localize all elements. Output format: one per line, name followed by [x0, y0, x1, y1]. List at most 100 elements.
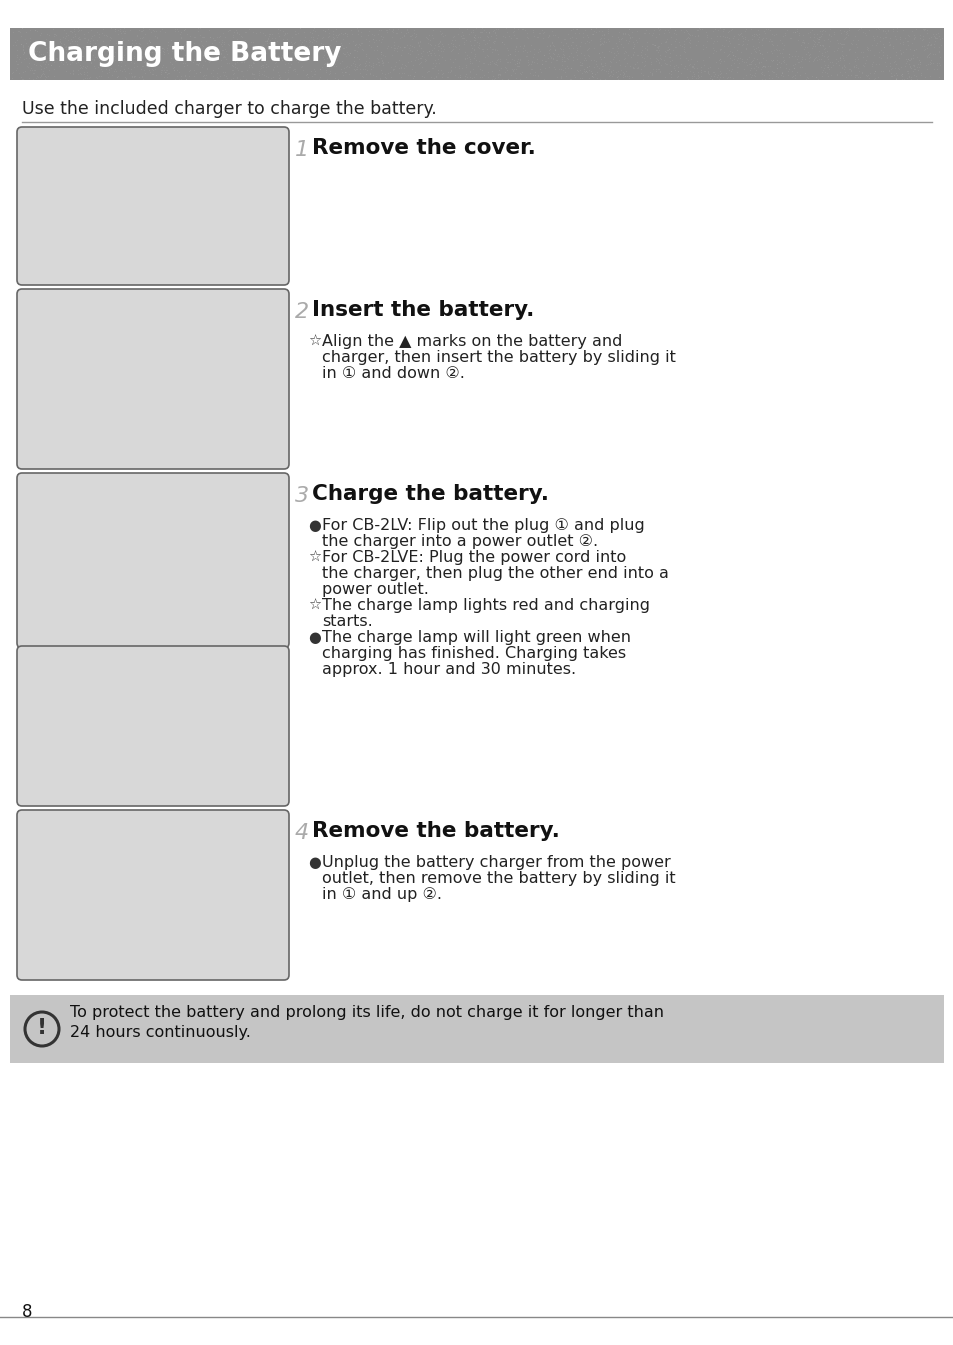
- Point: [43, 54, 58, 75]
- Point: [556, 44, 571, 66]
- Point: [270, 46, 285, 67]
- Point: [841, 39, 856, 61]
- Point: [75, 46, 91, 67]
- Point: [207, 46, 222, 67]
- Point: [71, 46, 87, 67]
- Point: [800, 22, 815, 43]
- Point: [820, 28, 835, 50]
- Point: [342, 42, 357, 63]
- Point: [466, 39, 481, 61]
- Point: [578, 30, 594, 51]
- Point: [684, 62, 700, 83]
- Point: [155, 43, 171, 65]
- Point: [273, 66, 288, 87]
- Point: [205, 66, 220, 87]
- Point: [202, 51, 217, 73]
- Point: [237, 31, 253, 52]
- Point: [385, 59, 400, 81]
- Point: [173, 69, 189, 90]
- Point: [427, 34, 442, 55]
- Point: [241, 56, 256, 78]
- Point: [353, 34, 368, 55]
- Point: [560, 48, 576, 70]
- Point: [259, 36, 274, 58]
- Point: [78, 58, 93, 79]
- Point: [544, 35, 559, 56]
- Point: [311, 69, 326, 90]
- Point: [248, 48, 263, 70]
- Point: [862, 40, 877, 62]
- Point: [47, 38, 62, 59]
- Point: [318, 40, 334, 62]
- Point: [230, 56, 245, 78]
- Point: [476, 51, 491, 73]
- Point: [679, 19, 694, 40]
- Point: [286, 59, 301, 81]
- Point: [565, 65, 580, 86]
- Point: [50, 47, 65, 69]
- Point: [48, 24, 63, 46]
- Point: [741, 52, 757, 74]
- Point: [301, 28, 316, 50]
- Point: [587, 22, 602, 43]
- Point: [609, 42, 624, 63]
- Point: [141, 59, 156, 81]
- Point: [638, 38, 653, 59]
- Point: [28, 46, 43, 67]
- Point: [626, 52, 641, 74]
- Point: [870, 47, 885, 69]
- Point: [867, 19, 882, 40]
- Point: [361, 51, 376, 73]
- Point: [837, 56, 852, 78]
- Point: [881, 34, 896, 55]
- Point: [630, 56, 645, 78]
- Point: [89, 30, 104, 51]
- Point: [690, 17, 705, 39]
- Point: [300, 44, 315, 66]
- Point: [396, 36, 412, 58]
- Point: [375, 44, 390, 66]
- Point: [281, 39, 296, 61]
- Point: [216, 65, 232, 86]
- Point: [792, 51, 807, 73]
- Point: [439, 62, 455, 83]
- Point: [42, 36, 57, 58]
- Point: [261, 23, 276, 44]
- Point: [497, 26, 512, 47]
- Point: [263, 67, 278, 89]
- Point: [488, 24, 503, 46]
- Point: [726, 48, 741, 70]
- Point: [444, 51, 459, 73]
- Point: [60, 30, 75, 51]
- Point: [747, 55, 762, 77]
- Point: [697, 61, 712, 82]
- Point: [760, 67, 776, 89]
- Point: [572, 35, 587, 56]
- Point: [6, 34, 21, 55]
- Point: [109, 66, 124, 87]
- Point: [350, 20, 365, 42]
- Point: [820, 48, 835, 70]
- Point: [423, 43, 438, 65]
- Point: [719, 27, 734, 48]
- Point: [601, 66, 617, 87]
- Point: [639, 39, 655, 61]
- Point: [445, 36, 460, 58]
- Point: [201, 44, 216, 66]
- Point: [58, 43, 73, 65]
- Point: [915, 28, 930, 50]
- Point: [186, 59, 201, 81]
- Point: [256, 59, 272, 81]
- Point: [189, 54, 204, 75]
- Point: [145, 63, 160, 85]
- Point: [237, 30, 253, 51]
- Point: [685, 55, 700, 77]
- Point: [68, 39, 83, 61]
- Point: [578, 56, 594, 78]
- Point: [228, 52, 243, 74]
- Point: [361, 62, 376, 83]
- Point: [814, 59, 829, 81]
- Point: [253, 56, 268, 78]
- Point: [499, 39, 515, 61]
- Point: [76, 63, 91, 85]
